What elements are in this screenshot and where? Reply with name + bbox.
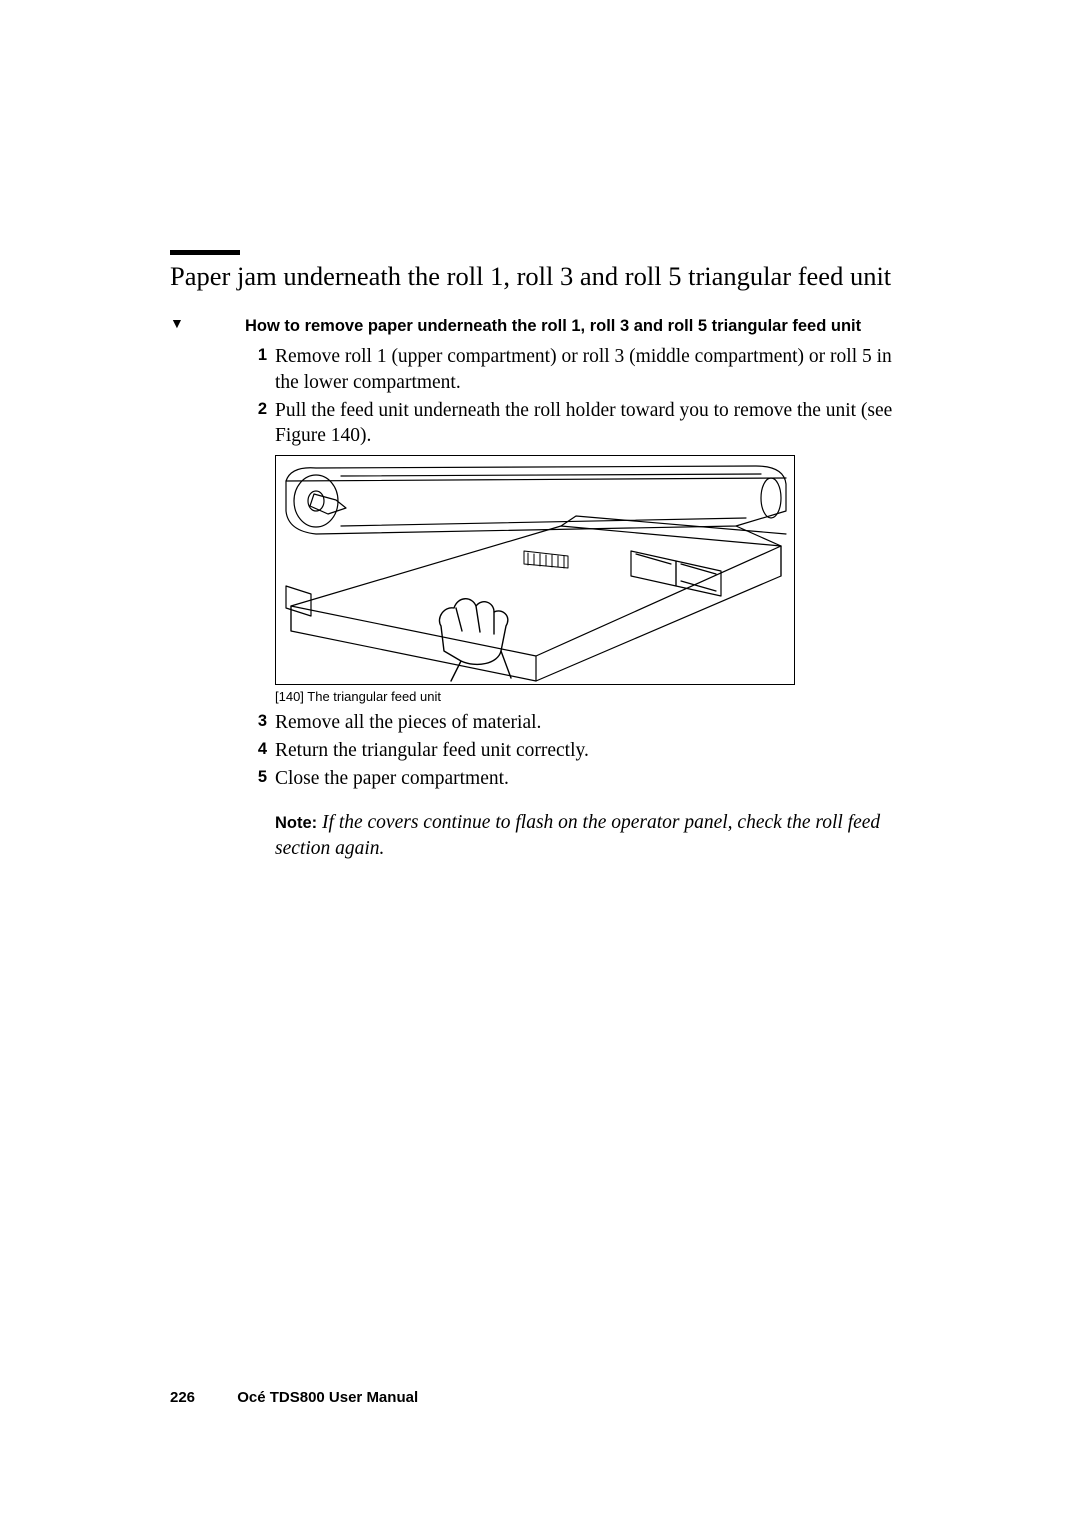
procedure-block: ▼ How to remove paper underneath the rol… [170, 315, 910, 862]
page: Paper jam underneath the roll 1, roll 3 … [0, 0, 1080, 1528]
step-5: 5 Close the paper compartment. [245, 766, 910, 792]
step-text: Remove all the pieces of material. [275, 710, 910, 736]
footer: 226 Océ TDS800 User Manual [170, 1389, 418, 1406]
header-rule [170, 250, 240, 255]
step-text: Pull the feed unit underneath the roll h… [275, 398, 910, 450]
procedure-content: How to remove paper underneath the roll … [245, 315, 910, 862]
note-text: If the covers continue to flash on the o… [275, 812, 880, 859]
figure-wrap: [140] The triangular feed unit [275, 455, 910, 704]
step-3: 3 Remove all the pieces of material. [245, 710, 910, 736]
procedure-marker: ▼ [170, 315, 245, 333]
note-block: Note: If the covers continue to flash on… [275, 810, 910, 862]
doc-title: Océ TDS800 User Manual [237, 1389, 418, 1406]
step-1: 1 Remove roll 1 (upper compartment) or r… [245, 344, 910, 396]
section-title: Paper jam underneath the roll 1, roll 3 … [170, 259, 910, 293]
step-number: 5 [245, 766, 267, 789]
note-text-content: If the covers continue to flash on the o… [275, 812, 880, 859]
step-number: 1 [245, 344, 267, 367]
figure-triangular-feed-unit [275, 455, 795, 685]
triangle-down-icon: ▼ [170, 318, 184, 332]
step-number: 3 [245, 710, 267, 733]
note-label: Note: [275, 814, 317, 832]
step-text: Remove roll 1 (upper compartment) or rol… [275, 344, 910, 396]
step-number: 4 [245, 738, 267, 761]
figure-caption: [140] The triangular feed unit [275, 689, 910, 704]
page-number: 226 [170, 1389, 195, 1406]
procedure-subheading: How to remove paper underneath the roll … [245, 315, 910, 337]
step-number: 2 [245, 398, 267, 421]
step-2: 2 Pull the feed unit underneath the roll… [245, 398, 910, 450]
step-text: Close the paper compartment. [275, 766, 910, 792]
step-text: Return the triangular feed unit correctl… [275, 738, 910, 764]
feed-unit-illustration-icon [276, 456, 795, 685]
step-4: 4 Return the triangular feed unit correc… [245, 738, 910, 764]
